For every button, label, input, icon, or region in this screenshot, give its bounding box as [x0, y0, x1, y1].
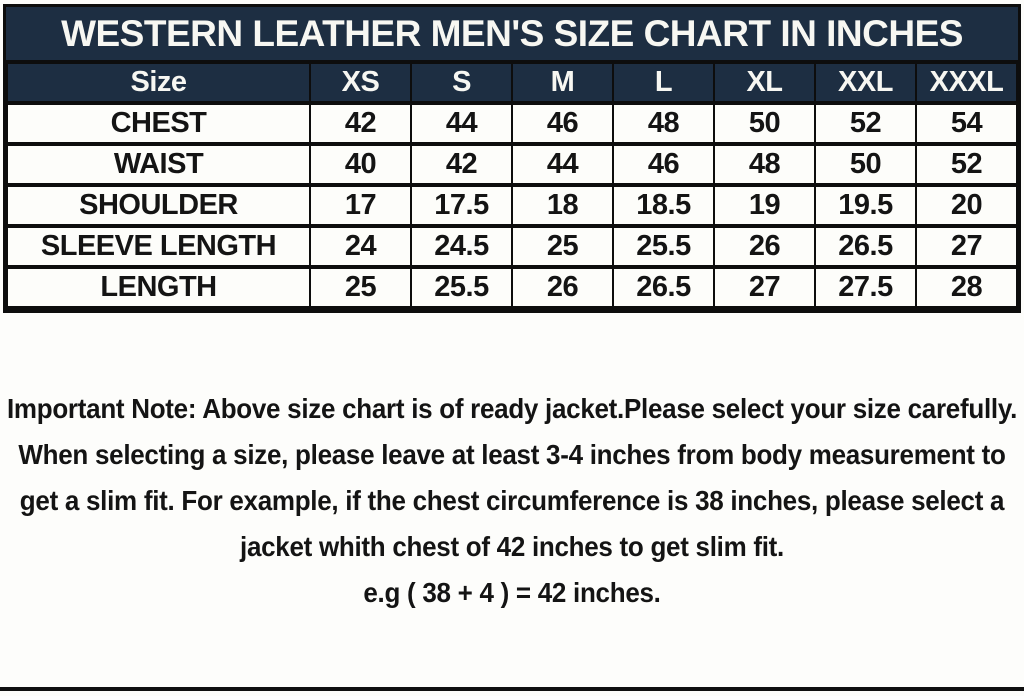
size-value: 50: [814, 142, 917, 187]
bottom-divider: [0, 687, 1024, 691]
size-value: 24.5: [410, 224, 513, 269]
column-header-xxl: XXL: [814, 64, 917, 105]
size-value: 48: [612, 101, 715, 146]
size-value: 50: [713, 101, 816, 146]
size-value: 17.5: [410, 183, 513, 228]
size-table: Size XS S M L XL XXL XXXL CHEST 42 44 46…: [6, 64, 1018, 310]
page-title: WESTERN LEATHER MEN'S SIZE CHART IN INCH…: [61, 12, 963, 54]
size-value: 46: [511, 101, 614, 146]
size-value: 17: [309, 183, 412, 228]
row-label-waist: WAIST: [6, 142, 311, 187]
size-chart-panel: WESTERN LEATHER MEN'S SIZE CHART IN INCH…: [3, 4, 1021, 313]
size-value: 26.5: [814, 224, 917, 269]
size-value: 25.5: [612, 224, 715, 269]
important-note: Important Note: Above size chart is of r…: [0, 386, 1024, 616]
note-paragraph-example: e.g ( 38 + 4 ) = 42 inches.: [363, 577, 661, 608]
size-value: 44: [410, 101, 513, 146]
row-label-length: LENGTH: [6, 265, 311, 310]
table-row-shoulder: SHOULDER 17 17.5 18 18.5 19 19.5 20: [6, 183, 1018, 228]
size-value: 52: [814, 101, 917, 146]
column-header-xxxl: XXXL: [915, 64, 1018, 105]
table-row-waist: WAIST 40 42 44 46 48 50 52: [6, 142, 1018, 187]
table-header-row: Size XS S M L XL XXL XXXL: [6, 64, 1018, 105]
note-paragraph-slim-fit: When selecting a size, please leave at l…: [18, 439, 1006, 562]
size-value: 48: [713, 142, 816, 187]
row-label-chest: CHEST: [6, 101, 311, 146]
size-value: 40: [309, 142, 412, 187]
size-value: 27.5: [814, 265, 917, 310]
column-header-s: S: [410, 64, 513, 105]
table-row-sleeve-length: SLEEVE LENGTH 24 24.5 25 25.5 26 26.5 27: [6, 224, 1018, 269]
size-value: 25: [511, 224, 614, 269]
size-value: 25: [309, 265, 412, 310]
size-value: 24: [309, 224, 412, 269]
size-value: 19: [713, 183, 816, 228]
size-value: 44: [511, 142, 614, 187]
size-value: 19.5: [814, 183, 917, 228]
row-label-shoulder: SHOULDER: [6, 183, 311, 228]
size-value: 42: [410, 142, 513, 187]
size-value: 20: [915, 183, 1018, 228]
column-header-size: Size: [6, 64, 311, 105]
size-value: 18: [511, 183, 614, 228]
size-value: 27: [713, 265, 816, 310]
size-value: 52: [915, 142, 1018, 187]
row-label-sleeve-length: SLEEVE LENGTH: [6, 224, 311, 269]
table-row-length: LENGTH 25 25.5 26 26.5 27 27.5 28: [6, 265, 1018, 310]
size-value: 26.5: [612, 265, 715, 310]
size-value: 26: [713, 224, 816, 269]
size-value: 46: [612, 142, 715, 187]
size-value: 28: [915, 265, 1018, 310]
size-value: 26: [511, 265, 614, 310]
size-value: 54: [915, 101, 1018, 146]
size-value: 25.5: [410, 265, 513, 310]
note-paragraph-ready-jacket: Important Note: Above size chart is of r…: [6, 393, 1018, 424]
column-header-l: L: [612, 64, 715, 105]
column-header-xl: XL: [713, 64, 816, 105]
column-header-m: M: [511, 64, 614, 105]
size-value: 42: [309, 101, 412, 146]
chart-title-bar: WESTERN LEATHER MEN'S SIZE CHART IN INCH…: [6, 7, 1018, 64]
column-header-xs: XS: [309, 64, 412, 105]
table-row-chest: CHEST 42 44 46 48 50 52 54: [6, 101, 1018, 146]
size-value: 27: [915, 224, 1018, 269]
size-value: 18.5: [612, 183, 715, 228]
